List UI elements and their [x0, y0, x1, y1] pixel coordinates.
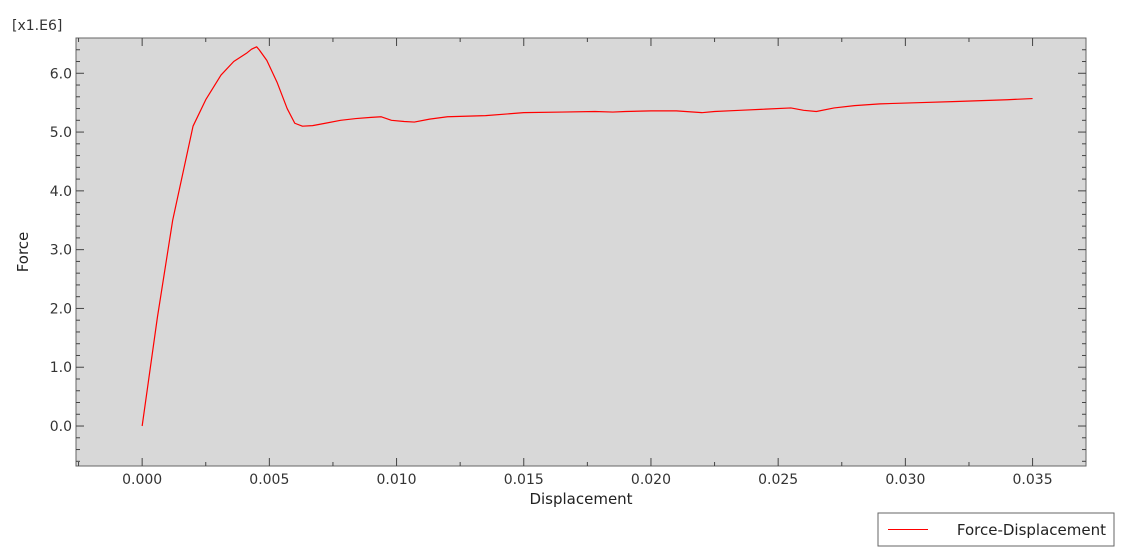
x-axis-ticks: [78, 38, 1034, 466]
x-tick-label: 0.000: [122, 472, 162, 488]
x-tick-label: 0.030: [885, 472, 925, 488]
y-tick-label: 0.0: [50, 419, 72, 435]
y-axis-tick-labels: 0.0 1.0 2.0 3.0 4.0 5.0 6.0: [50, 66, 72, 435]
x-tick-label: 0.010: [377, 472, 417, 488]
y-tick-label: 6.0: [50, 66, 72, 82]
legend: Force-Displacement: [877, 512, 1115, 547]
plot-area: [75, 37, 1087, 467]
series-line-force-displacement: [141, 46, 1033, 427]
x-axis-title: Displacement: [529, 490, 632, 508]
y-tick-label: 2.0: [50, 301, 72, 317]
x-tick-label: 0.020: [631, 472, 671, 488]
y-axis-title: Force: [14, 232, 32, 273]
x-tick-label: 0.035: [1013, 472, 1053, 488]
y-tick-label: 4.0: [50, 184, 72, 200]
x-axis-tick-labels: 0.000 0.005 0.010 0.015 0.020 0.025 0.030 0.035: [122, 472, 1053, 488]
y-multiplier-label: [x1.E6]: [12, 18, 62, 34]
x-tick-label: 0.025: [758, 472, 798, 488]
y-tick-label: 3.0: [50, 243, 72, 259]
y-axis-ticks: [76, 49, 1086, 462]
x-tick-label: 0.005: [249, 472, 289, 488]
y-tick-label: 1.0: [50, 360, 72, 376]
x-tick-label: 0.015: [504, 472, 544, 488]
y-tick-label: 5.0: [50, 125, 72, 141]
series-layer: [141, 46, 1033, 427]
legend-label: Force-Displacement: [957, 521, 1106, 539]
